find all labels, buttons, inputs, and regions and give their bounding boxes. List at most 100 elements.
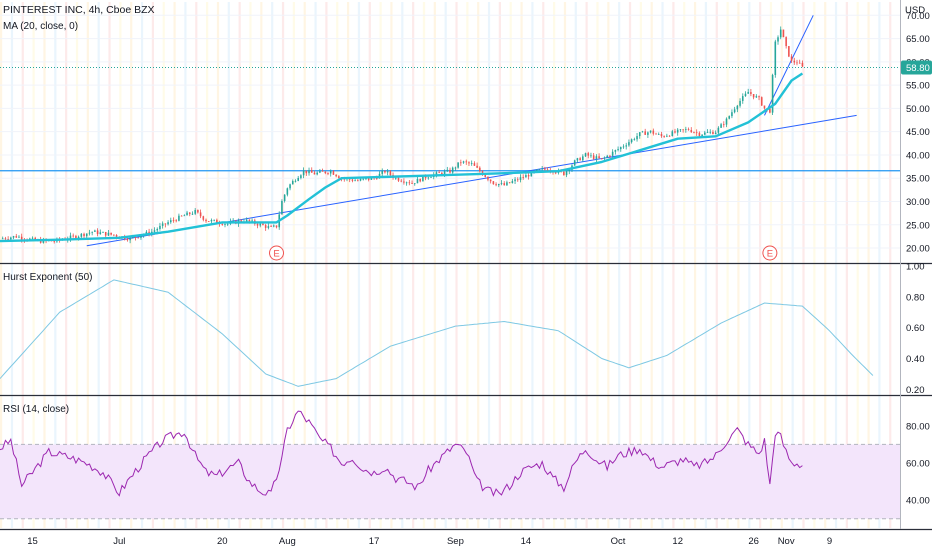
candle-body — [31, 237, 34, 239]
candle — [752, 94, 755, 100]
session-band — [845, 262, 848, 394]
candle — [587, 151, 590, 159]
candle-body — [308, 170, 310, 174]
candle — [224, 223, 226, 228]
candle-body — [495, 184, 497, 186]
candle-body — [145, 231, 148, 235]
session-band — [21, 262, 24, 394]
candle — [595, 154, 598, 163]
candle — [563, 171, 565, 176]
session-band — [585, 262, 588, 394]
candle-body — [647, 132, 649, 135]
hurst-line — [0, 279, 874, 387]
candle — [110, 232, 112, 236]
candle-body — [454, 167, 457, 169]
candle-body — [183, 215, 186, 217]
time-tick-label: 9 — [827, 536, 832, 547]
candle — [511, 179, 514, 184]
earnings-marker[interactable]: E — [762, 245, 778, 261]
candle-body — [99, 232, 102, 235]
candle-body — [365, 178, 367, 180]
candle-body — [522, 177, 524, 178]
candle — [72, 233, 74, 238]
candle-body — [411, 183, 413, 184]
session-band — [813, 262, 816, 394]
candle — [679, 128, 682, 132]
candle-body — [132, 236, 134, 238]
candle-body — [329, 171, 332, 174]
candle-body — [655, 133, 657, 135]
candle — [332, 169, 335, 175]
candle-body — [606, 155, 609, 158]
candle-body — [338, 176, 340, 179]
candle-body — [460, 162, 462, 164]
candle — [381, 168, 384, 177]
candle — [316, 171, 318, 176]
hurst-axis[interactable]: 0.20 0.40 0.60 0.80 1.00 — [906, 262, 925, 396]
candle-body — [492, 181, 495, 185]
candle-body — [376, 178, 378, 180]
time-tick-label: 26 — [748, 536, 759, 547]
earnings-circle — [762, 245, 778, 261]
candle — [655, 132, 657, 135]
candle — [796, 59, 798, 66]
candle-body — [525, 175, 527, 178]
time-axis[interactable]: 15 Jul 20 Aug 17 Sep 14 Oct 12 26 Nov 9 — [27, 536, 832, 547]
price-axis[interactable]: 20.00 25.00 30.00 35.00 40.00 45.00 50.00 55.00… — [906, 11, 930, 255]
session-band — [43, 262, 46, 394]
candle — [609, 154, 611, 158]
candle — [598, 153, 600, 159]
candle — [113, 234, 115, 237]
candle-body — [630, 139, 633, 143]
candle-body — [161, 223, 164, 226]
candle — [454, 166, 457, 171]
session-band — [704, 262, 708, 394]
candle — [167, 220, 169, 226]
candle-body — [649, 130, 652, 133]
candle-body — [335, 174, 337, 177]
candle-body — [511, 181, 514, 183]
rsi-axis[interactable]: 40.00 60.00 80.00 — [906, 421, 930, 506]
candle-body — [202, 216, 205, 220]
candle-body — [457, 162, 459, 168]
candle — [281, 199, 283, 215]
candle-body — [668, 135, 671, 137]
candle-body — [267, 226, 270, 228]
candle-body — [443, 171, 446, 175]
session-band — [140, 262, 144, 394]
candle-body — [289, 184, 291, 189]
session-band — [368, 262, 371, 394]
candle-body — [191, 213, 194, 215]
session-band — [206, 262, 209, 394]
candle — [503, 181, 506, 186]
candle — [321, 168, 324, 172]
candle-body — [722, 124, 725, 126]
candle-body — [592, 155, 595, 159]
candle-body — [625, 145, 628, 147]
candle — [140, 235, 142, 240]
candle-body — [563, 171, 565, 176]
candle — [739, 98, 741, 108]
earnings-marker[interactable]: E — [269, 245, 285, 261]
candle-body — [733, 109, 736, 113]
candle — [175, 219, 178, 223]
session-band — [455, 262, 458, 394]
candle — [793, 57, 796, 65]
candle — [367, 178, 370, 182]
time-tick-label: 14 — [521, 536, 532, 547]
candle-body — [652, 130, 655, 134]
candle-body — [359, 178, 362, 181]
candle-body — [484, 175, 487, 177]
candle — [798, 59, 801, 64]
candle — [674, 128, 676, 134]
earnings-label: E — [273, 249, 279, 260]
candle — [774, 39, 777, 78]
candle-body — [568, 169, 571, 172]
candle-body — [516, 179, 519, 181]
candle — [18, 235, 20, 239]
session-band — [238, 262, 241, 394]
candle — [476, 162, 478, 169]
candle-body — [736, 105, 739, 110]
candle-body — [107, 232, 110, 236]
